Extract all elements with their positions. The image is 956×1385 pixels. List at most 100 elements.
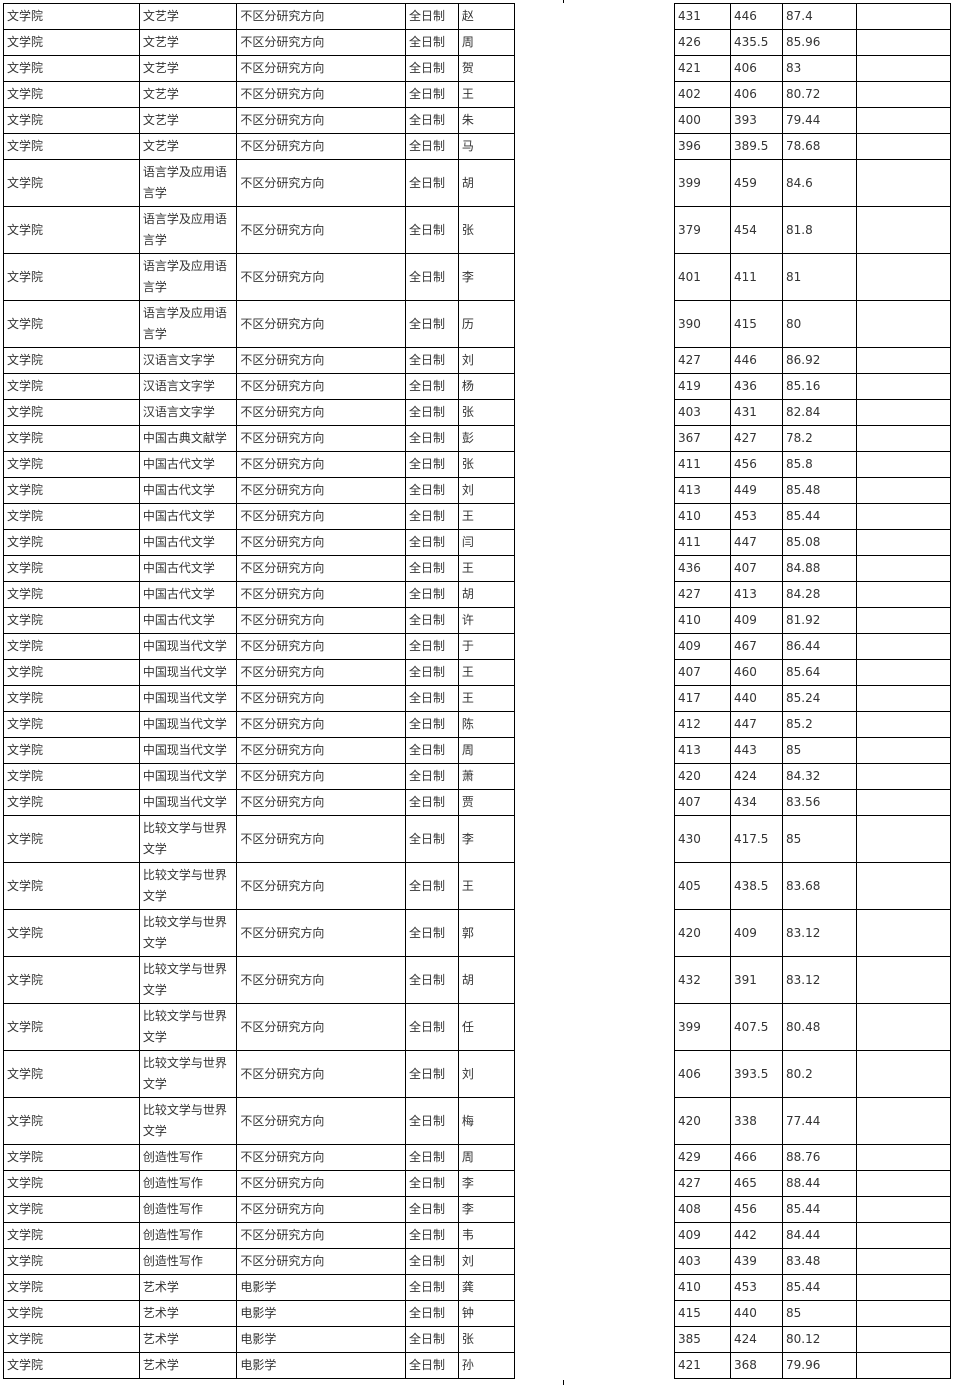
name-cell: 张	[457, 1326, 515, 1353]
college-cell: 文学院	[3, 373, 140, 400]
name-cell: 李	[457, 1196, 515, 1223]
college-cell: 文学院	[3, 1222, 140, 1249]
major-cell: 文艺学	[138, 3, 238, 30]
admission-table-left: 文学院 文艺学 不区分研究方向 全日制赵文学院 文艺学 不区分研究方向 全日制周文学院 文艺学…	[3, 3, 515, 1379]
study-mode-cell: 全日制	[405, 607, 459, 634]
note-cell	[856, 529, 951, 556]
name-cell: 张	[457, 451, 515, 478]
major-cell: 文艺学	[138, 107, 238, 134]
table-row: 421 368 79.96	[674, 1352, 951, 1379]
table-row: 文学院 语言学及应用语言学 不区分研究方向 全日制胡	[3, 159, 515, 207]
initial-score-cell: 385	[674, 1326, 731, 1353]
college-cell: 文学院	[3, 685, 140, 712]
table-row: 文学院 中国现当代文学 不区分研究方向 全日制贾	[3, 789, 515, 816]
initial-score-cell: 431	[674, 3, 731, 30]
study-mode-cell: 全日制	[405, 1170, 459, 1197]
major-cell: 中国现当代文学	[138, 763, 238, 790]
major-cell: 比较文学与世界文学	[138, 909, 238, 957]
table-row: 文学院 中国古典文献学 不区分研究方向 全日制彭	[3, 425, 515, 452]
table-row: 419 436 85.16	[674, 373, 951, 400]
study-mode-cell: 全日制	[405, 633, 459, 660]
initial-score-cell: 436	[674, 555, 731, 582]
direction-cell: 不区分研究方向	[236, 399, 407, 426]
total-score-cell: 85.44	[782, 1274, 857, 1301]
name-cell: 马	[457, 133, 515, 160]
college-cell: 文学院	[3, 477, 140, 504]
direction-cell: 不区分研究方向	[236, 909, 407, 957]
study-mode-cell: 全日制	[405, 347, 459, 374]
note-cell	[856, 763, 951, 790]
table-row: 410 453 85.44	[674, 1274, 951, 1301]
table-row: 401 411 81	[674, 253, 951, 301]
table-row: 文学院 中国古代文学 不区分研究方向 全日制张	[3, 451, 515, 478]
total-score-cell: 77.44	[782, 1097, 857, 1145]
major-cell: 中国古代文学	[138, 451, 238, 478]
initial-score-cell: 367	[674, 425, 731, 452]
name-cell: 陈	[457, 711, 515, 738]
note-cell	[856, 1144, 951, 1171]
study-mode-cell: 全日制	[405, 206, 459, 254]
table-row: 430 417.5 85	[674, 815, 951, 863]
major-cell: 汉语言文字学	[138, 399, 238, 426]
table-row: 402 406 80.72	[674, 81, 951, 108]
retest-score-cell: 407	[730, 555, 783, 582]
total-score-cell: 85.64	[782, 659, 857, 686]
direction-cell: 不区分研究方向	[236, 1222, 407, 1249]
total-score-cell: 82.84	[782, 399, 857, 426]
note-cell	[856, 1352, 951, 1379]
note-cell	[856, 55, 951, 82]
retest-score-cell: 406	[730, 81, 783, 108]
name-cell: 闫	[457, 529, 515, 556]
total-score-cell: 83	[782, 55, 857, 82]
note-cell	[856, 1170, 951, 1197]
table-row: 412 447 85.2	[674, 711, 951, 738]
direction-cell: 不区分研究方向	[236, 81, 407, 108]
retest-score-cell: 447	[730, 529, 783, 556]
name-cell: 于	[457, 633, 515, 660]
name-cell: 胡	[457, 159, 515, 207]
initial-score-cell: 399	[674, 1003, 731, 1051]
initial-score-cell: 396	[674, 133, 731, 160]
divider-tick	[563, 0, 564, 3]
name-cell: 刘	[457, 1050, 515, 1098]
major-cell: 艺术学	[138, 1300, 238, 1327]
initial-score-cell: 413	[674, 737, 731, 764]
college-cell: 文学院	[3, 1326, 140, 1353]
direction-cell: 不区分研究方向	[236, 659, 407, 686]
table-row: 文学院 中国古代文学 不区分研究方向 全日制王	[3, 555, 515, 582]
college-cell: 文学院	[3, 815, 140, 863]
table-row: 427 465 88.44	[674, 1170, 951, 1197]
name-cell: 刘	[457, 347, 515, 374]
study-mode-cell: 全日制	[405, 133, 459, 160]
initial-score-cell: 409	[674, 633, 731, 660]
total-score-cell: 80.48	[782, 1003, 857, 1051]
major-cell: 中国古代文学	[138, 503, 238, 530]
study-mode-cell: 全日制	[405, 1003, 459, 1051]
admission-table-right: 431 446 87.4 426 435.5 85.96 421 406 83 402 406 80.…	[674, 3, 951, 1379]
table-row: 文学院 文艺学 不区分研究方向 全日制周	[3, 29, 515, 56]
table-row: 文学院 语言学及应用语言学 不区分研究方向 全日制李	[3, 253, 515, 301]
college-cell: 文学院	[3, 763, 140, 790]
name-cell: 历	[457, 300, 515, 348]
retest-score-cell: 449	[730, 477, 783, 504]
table-row: 409 467 86.44	[674, 633, 951, 660]
table-row: 432 391 83.12	[674, 956, 951, 1004]
table-row: 421 406 83	[674, 55, 951, 82]
direction-cell: 不区分研究方向	[236, 1248, 407, 1275]
college-cell: 文学院	[3, 1097, 140, 1145]
study-mode-cell: 全日制	[405, 685, 459, 712]
name-cell: 许	[457, 607, 515, 634]
table-row: 文学院 比较文学与世界文学 不区分研究方向 全日制胡	[3, 956, 515, 1004]
college-cell: 文学院	[3, 425, 140, 452]
retest-score-cell: 391	[730, 956, 783, 1004]
table-row: 410 453 85.44	[674, 503, 951, 530]
major-cell: 比较文学与世界文学	[138, 1050, 238, 1098]
note-cell	[856, 3, 951, 30]
name-cell: 李	[457, 1170, 515, 1197]
retest-score-cell: 453	[730, 503, 783, 530]
name-cell: 赵	[457, 3, 515, 30]
retest-score-cell: 466	[730, 1144, 783, 1171]
direction-cell: 不区分研究方向	[236, 581, 407, 608]
retest-score-cell: 439	[730, 1248, 783, 1275]
table-row: 431 446 87.4	[674, 3, 951, 30]
